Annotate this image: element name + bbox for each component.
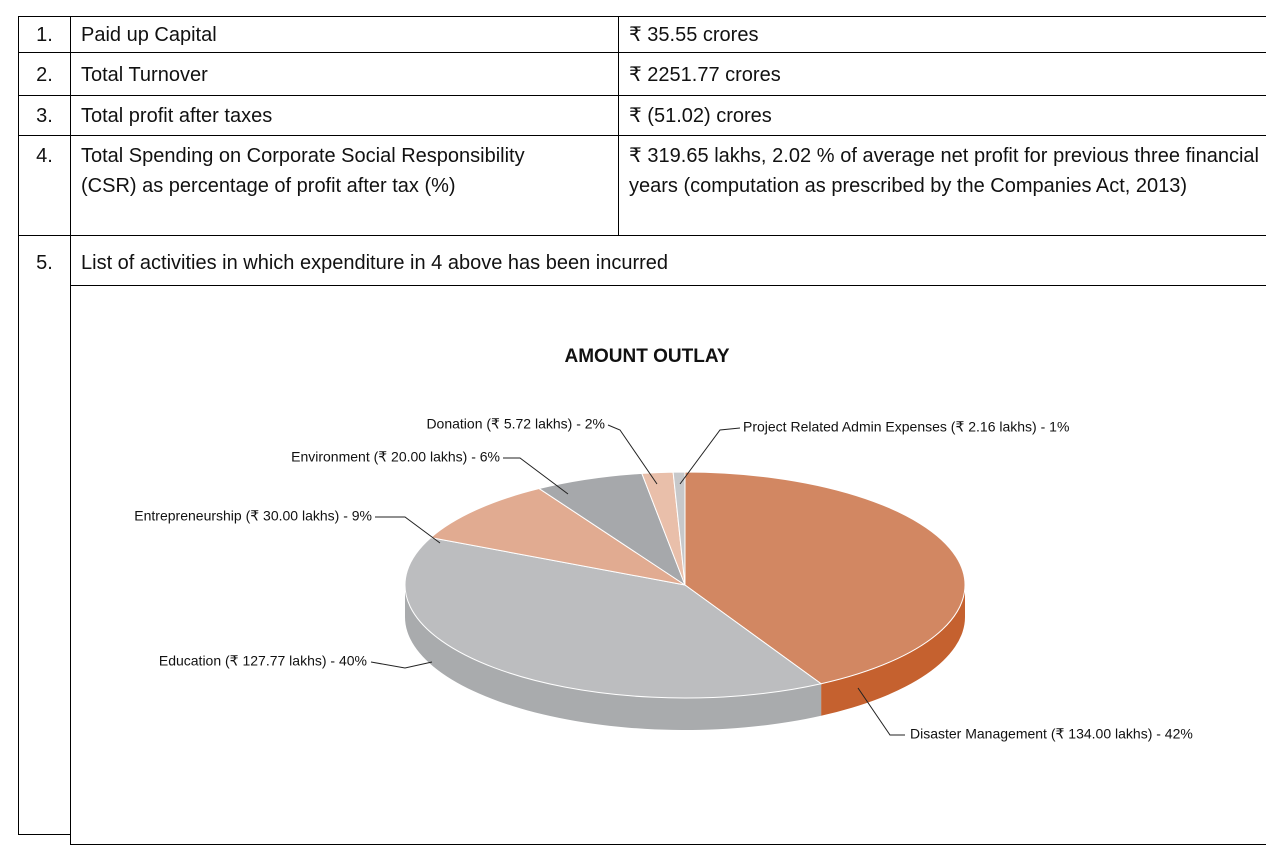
slice-label: Disaster Management (₹ 134.00 lakhs) - 4… [910,726,1193,742]
leader-line [607,424,658,485]
leader-line [503,457,569,495]
slice-label: Education (₹ 127.77 lakhs) - 40% [159,653,367,669]
page: 1. Paid up Capital ₹ 35.55 crores 2. Tot… [18,16,1266,845]
slice-label: Donation (₹ 5.72 lakhs) - 2% [426,416,605,432]
cell: ₹ 319.65 lakhs, 2.02 % of average net pr… [618,135,1266,236]
slice [672,471,686,586]
slice-label: Entrepreneurship (₹ 30.00 lakhs) - 9% [134,508,372,524]
chart-title: AMOUNT OUTLAY [564,346,729,367]
slice [404,537,823,699]
slice-side [821,585,965,716]
slice [684,471,966,685]
leader-line [375,516,441,544]
slice-label: Project Related Admin Expenses (₹ 2.16 l… [743,419,1069,435]
leader-line [370,661,433,669]
leader-line [679,427,741,485]
slice-side [404,585,822,731]
slice-label: Environment (₹ 20.00 lakhs) - 6% [291,449,500,465]
slice [429,488,686,586]
chart: AMOUNT OUTLAY Disaster Management (₹ 134… [134,346,1193,742]
cell: Total Spending on Corporate Social Respo… [70,135,619,236]
leader-line [857,687,905,736]
